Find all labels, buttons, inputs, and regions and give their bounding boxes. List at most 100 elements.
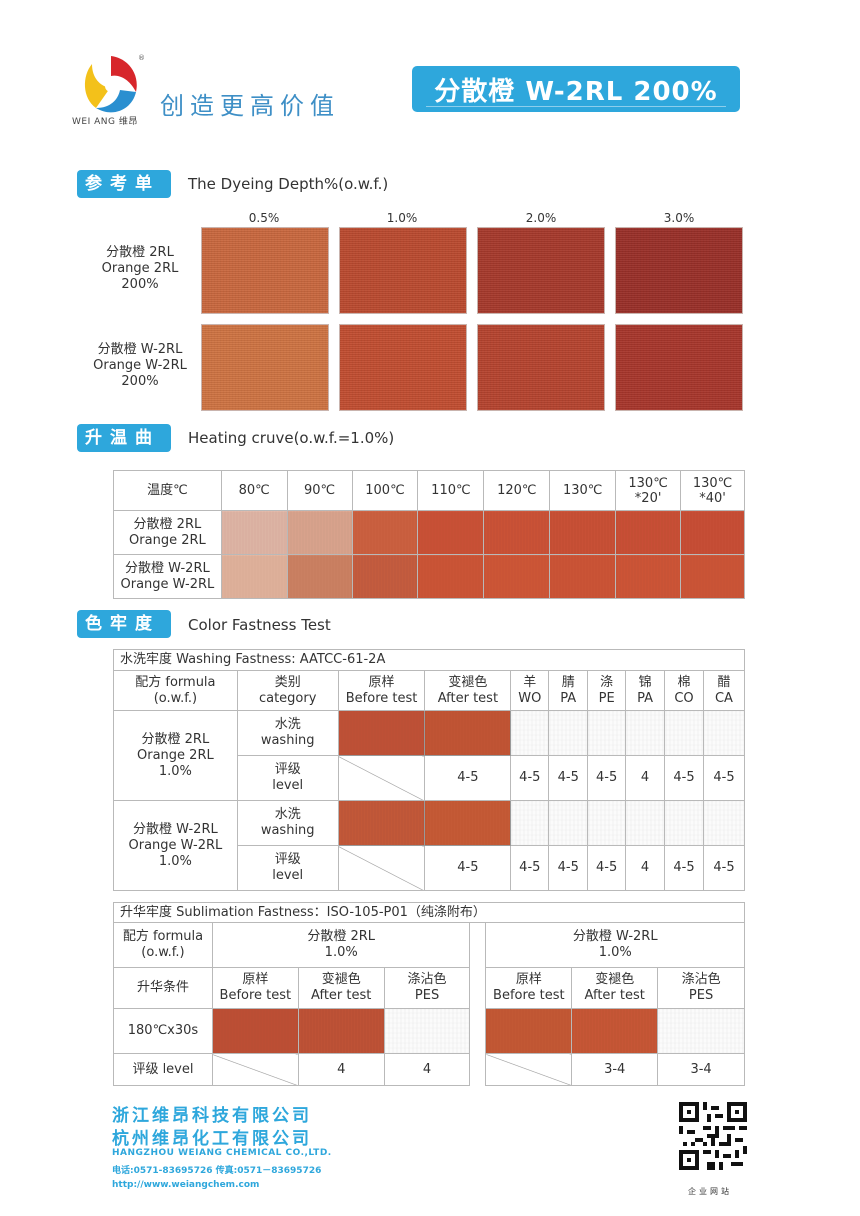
sublimation-header-before: 原样 Before test [485,967,573,1009]
washing-header-formula: 配方 formula (o.w.f.) [113,670,238,711]
sublimation-header-after: 变褪色 After test [571,967,659,1009]
rating: 4 [383,1053,471,1086]
rating: 4-5 [587,845,627,891]
depth-swatch [339,227,467,314]
washing-formula-label: 分散橙 2RL Orange 2RL 1.0% [113,710,238,801]
washing-before-swatch [337,800,426,846]
sublimation-fastness-table: 升华牢度 Sublimation Fastness：ISO-105-P01（纯涤… [113,902,745,1086]
fiber-header: 棉 CO [664,670,704,711]
sublimation-header-before: 原样 Before test [211,967,299,1009]
stain-fabric [510,710,550,756]
stain-fabric [548,710,589,756]
temp-header: 120℃ [483,470,551,511]
company-logo: ® [78,52,145,118]
company-name-2: 杭州维昂化工有限公司 [112,1129,312,1149]
washing-category: 水洗 washing [236,710,339,756]
heating-swatch [615,554,682,599]
stain-fabric [587,800,627,846]
empty-diagonal-cell [485,1053,573,1086]
sublimation-product: 分散橙 2RL 1.0% [211,922,471,968]
sublimation-header-after: 变褪色 After test [297,967,385,1009]
washing-after-swatch [424,710,512,756]
heating-row-label: 分散橙 W-2RL Orange W-2RL [113,554,222,599]
depth-header: 1.0% [386,211,418,225]
rating: 3-4 [657,1053,745,1086]
sublimation-after-swatch [571,1008,659,1054]
company-name-en: HANGZHOU WEIANG CHEMICAL CO.,LTD. [112,1148,332,1158]
heating-swatch [286,554,353,599]
rating: 4-5 [510,755,550,801]
section-tag-heating: 升温曲线 [77,424,171,476]
sublimation-header-formula: 配方 formula (o.w.f.) [113,922,213,968]
washing-header-category: 类别 category [236,670,339,711]
section-title-dyeing-depth: The Dyeing Depth%(o.w.f.) [188,175,389,193]
empty-diagonal-cell [211,1053,299,1086]
rating: 4-5 [702,845,746,891]
temp-header: 100℃ [351,470,419,511]
washing-category: 评级 level [236,755,339,801]
heating-swatch [680,554,745,599]
stain-fabric [383,1008,471,1054]
stain-fabric [510,800,550,846]
stain-fabric [625,800,666,846]
stain-fabric [664,800,704,846]
washing-header-after: 变褪色 After test [424,670,512,711]
depth-row-label: 分散橙 2RL Orange 2RL 200% [101,245,179,292]
temp-header: 90℃ [286,470,353,511]
washing-formula-label: 分散橙 W-2RL Orange W-2RL 1.0% [113,800,238,891]
heating-swatch [549,554,617,599]
sublimation-before-swatch [211,1008,299,1054]
rating: 4-5 [424,845,512,891]
depth-swatch [615,324,743,411]
heating-swatch [417,554,485,599]
depth-swatch [615,227,743,314]
washing-header-before: 原样 Before test [337,670,426,711]
fiber-header: 醋 CA [702,670,746,711]
empty-diagonal-cell [337,755,426,801]
rating: 4 [297,1053,385,1086]
depth-header: 2.0% [525,211,557,225]
sublimation-before-swatch [485,1008,573,1054]
heating-swatch [549,510,617,555]
fiber-header: 羊 WO [510,670,550,711]
sublimation-caption: 升华牢度 Sublimation Fastness：ISO-105-P01（纯涤… [113,902,745,923]
stain-fabric [702,710,746,756]
stain-fabric [664,710,704,756]
temp-header: 80℃ [220,470,288,511]
rating: 4 [625,845,666,891]
sublimation-header-stain: 涤沾色 PES [657,967,745,1009]
heating-swatch [220,510,288,555]
depth-swatch [201,227,329,314]
rating: 4-5 [548,755,589,801]
rating: 4-5 [702,755,746,801]
rating: 4 [625,755,666,801]
sublimation-header-stain: 涤沾色 PES [383,967,471,1009]
depth-header: 0.5% [248,211,280,225]
section-tag-fastness: 色牢度 [77,610,171,638]
qr-code [679,1102,747,1170]
sublimation-after-swatch [297,1008,385,1054]
rating: 4-5 [424,755,512,801]
heating-row-label: 分散橙 2RL Orange 2RL [113,510,222,555]
rating: 4-5 [510,845,550,891]
rating: 3-4 [571,1053,659,1086]
sublimation-level-label: 评级 level [113,1053,213,1086]
washing-category: 水洗 washing [236,800,339,846]
heating-table: 温度℃ 80℃ 90℃ 100℃ 110℃ 120℃ 130℃ 130℃ *20… [113,470,745,599]
heating-swatch [351,554,419,599]
rating: 4-5 [587,755,627,801]
heating-swatch [680,510,745,555]
product-title: 分散橙 W-2RL 200% [412,66,740,112]
heating-header-label: 温度℃ [113,470,222,511]
depth-swatch [201,324,329,411]
empty-diagonal-cell [337,845,426,891]
washing-after-swatch [424,800,512,846]
washing-before-swatch [337,710,426,756]
temp-header: 130℃ *40' [680,470,745,511]
heating-swatch [220,554,288,599]
website-link[interactable]: http://www.weiangchem.com [112,1180,260,1190]
heating-swatch [417,510,485,555]
depth-swatch [477,324,605,411]
temp-header: 130℃ [549,470,617,511]
temp-header: 130℃ *20' [615,470,682,511]
